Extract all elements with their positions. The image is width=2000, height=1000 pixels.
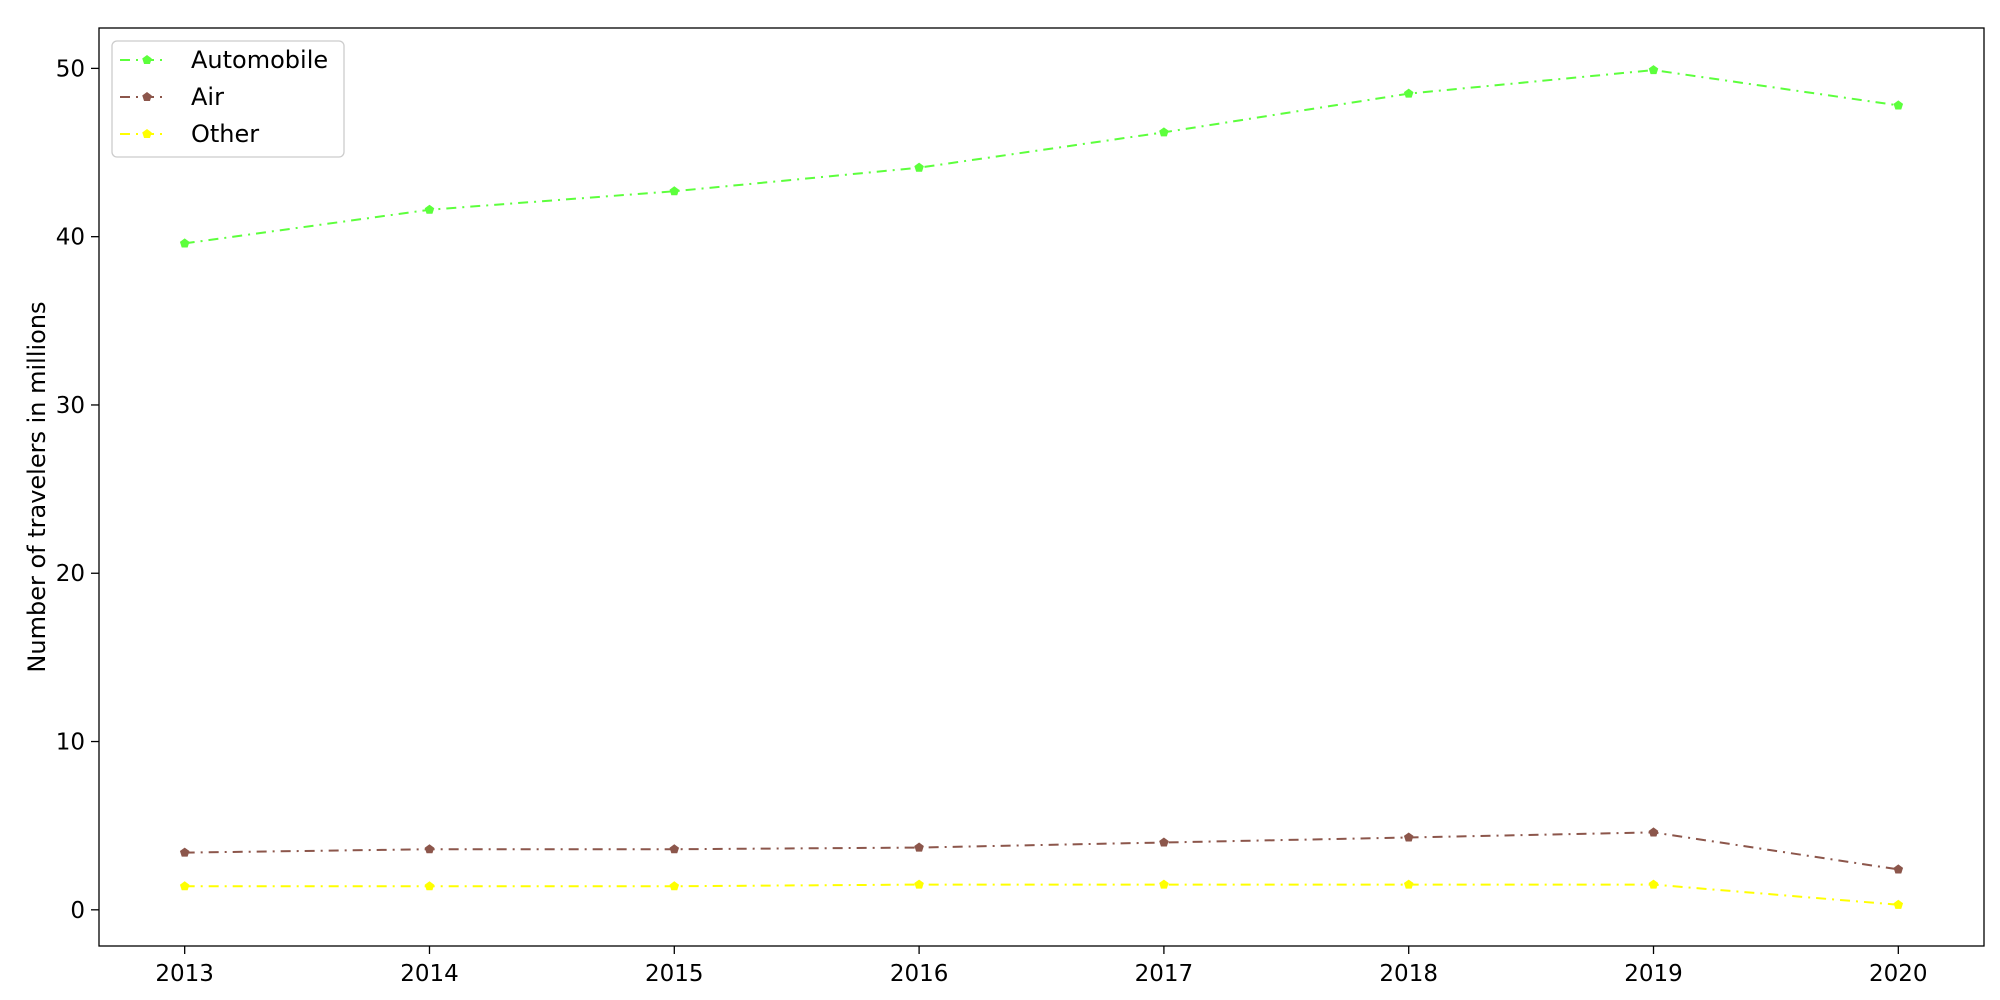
series-automobile (179, 65, 1904, 248)
data-point (424, 844, 435, 854)
legend-item-automobile: Automobile (120, 46, 328, 74)
legend-marker (142, 55, 152, 65)
legend-item-other: Other (120, 120, 259, 148)
x-tick-label: 2017 (1135, 961, 1194, 987)
y-axis: 0 10 20 30 40 50 (56, 56, 99, 924)
data-point (1893, 864, 1904, 874)
legend-label: Other (191, 120, 259, 148)
data-point (669, 186, 680, 196)
series-air (179, 827, 1904, 874)
data-point (1648, 65, 1659, 75)
legend-label: Air (191, 83, 224, 111)
x-tick-label: 2015 (645, 961, 704, 987)
legend-marker (142, 129, 152, 139)
y-tick-label: 40 (56, 225, 85, 251)
series-other (179, 879, 1904, 909)
series-line (184, 883, 1899, 906)
y-tick-label: 50 (56, 56, 85, 82)
legend-label: Automobile (191, 46, 328, 74)
data-point (1159, 127, 1169, 137)
data-point (914, 879, 924, 889)
legend-item-air: Air (120, 83, 224, 111)
x-tick-label: 2013 (155, 961, 214, 987)
series-layer (179, 65, 1904, 909)
x-tick-label: 2019 (1624, 961, 1683, 987)
data-point (1648, 827, 1659, 837)
y-tick-label: 20 (56, 561, 85, 587)
data-point (424, 881, 435, 891)
y-tick-label: 0 (70, 898, 85, 924)
series-line (184, 69, 1899, 245)
data-point (1893, 899, 1904, 909)
data-point (1893, 100, 1904, 110)
data-point (1159, 837, 1169, 847)
data-point (179, 847, 190, 857)
data-point (669, 844, 680, 854)
data-point (1648, 879, 1659, 889)
data-point (424, 204, 435, 214)
data-point (1159, 879, 1169, 889)
series-line (184, 831, 1899, 871)
data-point (914, 162, 924, 172)
data-point (914, 842, 924, 852)
x-axis: 2013 2014 2015 2016 2017 2018 2019 2020 (155, 946, 1928, 987)
y-tick-label: 10 (56, 730, 85, 756)
x-tick-label: 2016 (890, 961, 949, 987)
data-point (179, 881, 190, 891)
plot-area (98, 27, 1985, 947)
legend: Automobile Air Other (111, 40, 345, 158)
legend-marker (142, 92, 152, 102)
legend-box (111, 40, 345, 158)
data-point (1403, 88, 1414, 98)
data-point (1403, 879, 1414, 889)
x-tick-label: 2014 (400, 961, 459, 987)
data-point (1403, 832, 1414, 842)
y-tick-label: 30 (56, 393, 85, 419)
x-tick-label: 2020 (1869, 961, 1928, 987)
data-point (179, 238, 190, 248)
x-tick-label: 2018 (1379, 961, 1438, 987)
data-point (669, 881, 680, 891)
y-axis-label: Number of travelers in millions (23, 301, 51, 672)
